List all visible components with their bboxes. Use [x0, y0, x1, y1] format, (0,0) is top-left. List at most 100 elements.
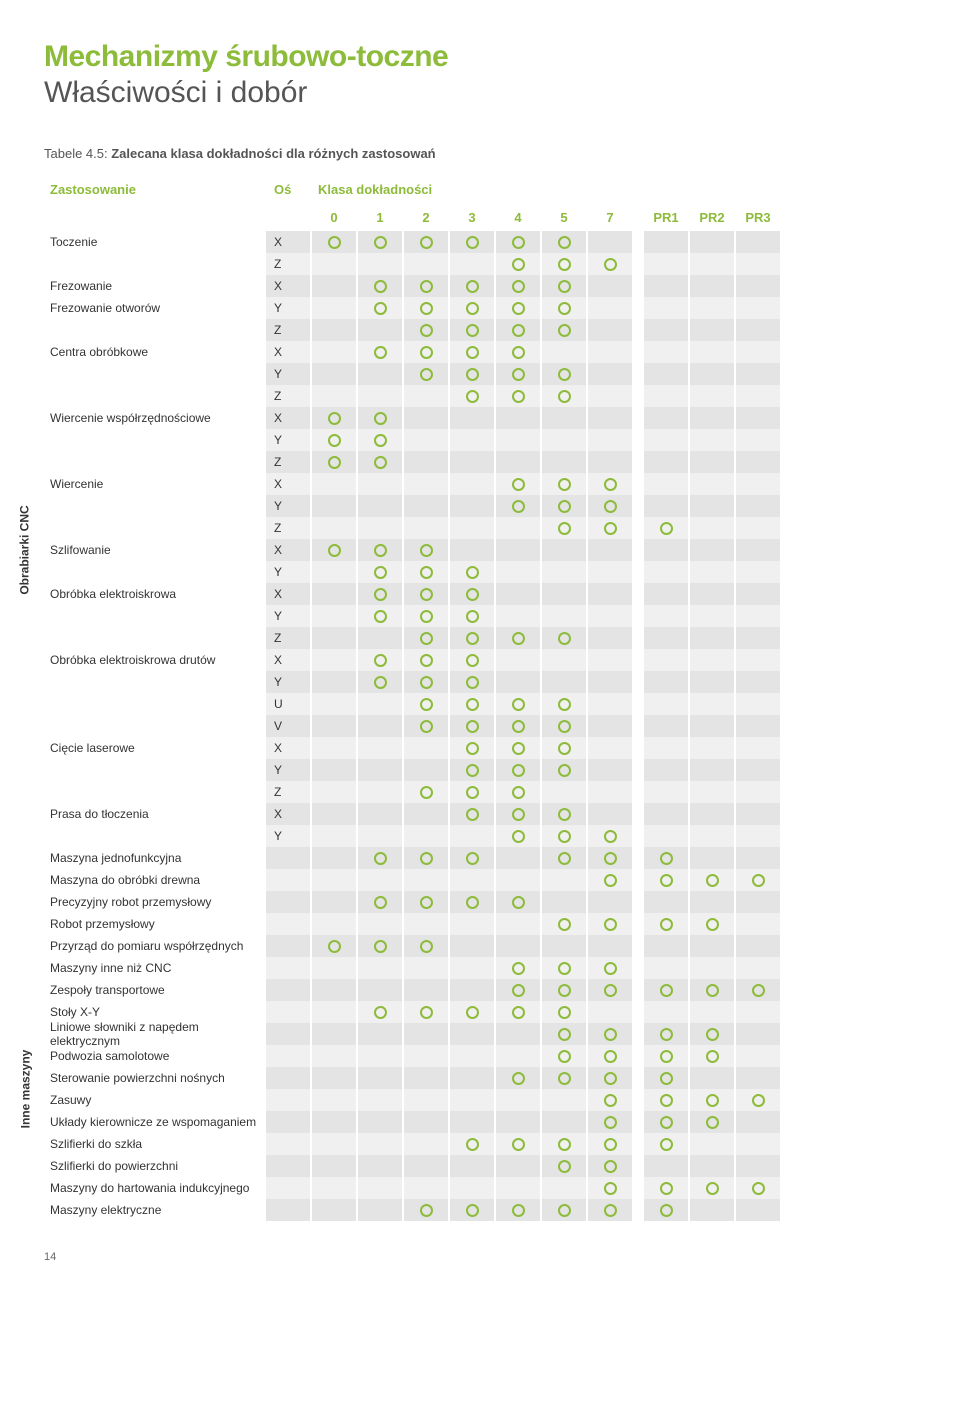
data-cell: [542, 407, 588, 429]
data-cell: [358, 869, 404, 891]
data-cell: [542, 297, 588, 319]
mark-icon: [512, 258, 525, 271]
mark-icon: [420, 610, 433, 623]
data-cell: [644, 429, 690, 451]
mark-icon: [512, 830, 525, 843]
data-cell: [644, 803, 690, 825]
data-cell: [736, 781, 782, 803]
mark-icon: [328, 940, 341, 953]
data-cell: [404, 759, 450, 781]
row-label: Centra obróbkowe: [44, 341, 266, 363]
data-cell: [496, 363, 542, 385]
row-axis: Z: [266, 627, 312, 649]
data-cell: [358, 979, 404, 1001]
mark-icon: [374, 610, 387, 623]
data-cell: [358, 583, 404, 605]
data-cell: [736, 385, 782, 407]
data-cell: [496, 825, 542, 847]
data-cell: [358, 935, 404, 957]
data-cell: [542, 473, 588, 495]
data-cell: [358, 473, 404, 495]
data-cell: [496, 275, 542, 297]
row-axis: Y: [266, 561, 312, 583]
data-cell: [312, 627, 358, 649]
data-cell: [542, 781, 588, 803]
data-cell: [496, 341, 542, 363]
data-cell: [542, 231, 588, 253]
data-cell: [496, 1023, 542, 1045]
row-label: [44, 319, 266, 341]
row-label: [44, 693, 266, 715]
data-cell: [450, 627, 496, 649]
data-cell: [690, 1023, 736, 1045]
data-cell: [644, 1177, 690, 1199]
mark-icon: [558, 764, 571, 777]
data-cell: [312, 825, 358, 847]
data-cell: [736, 671, 782, 693]
mark-icon: [752, 1182, 765, 1195]
data-cell: [736, 319, 782, 341]
data-cell: [404, 275, 450, 297]
data-cell: [450, 1001, 496, 1023]
row-label: [44, 759, 266, 781]
data-cell: [644, 1133, 690, 1155]
data-cell: [736, 693, 782, 715]
data-cell: [496, 869, 542, 891]
mark-icon: [604, 478, 617, 491]
data-cell: [588, 429, 634, 451]
mark-icon: [420, 302, 433, 315]
mark-icon: [660, 1050, 673, 1063]
data-cell: [450, 319, 496, 341]
data-cell: [404, 627, 450, 649]
data-cell: [450, 781, 496, 803]
data-cell: [644, 935, 690, 957]
data-cell: [736, 297, 782, 319]
mark-icon: [604, 852, 617, 865]
data-cell: [312, 1133, 358, 1155]
data-cell: [404, 451, 450, 473]
data-cell: [404, 605, 450, 627]
data-cell: [690, 957, 736, 979]
row-axis: U: [266, 693, 312, 715]
data-cell: [404, 671, 450, 693]
data-cell: [588, 935, 634, 957]
data-cell: [404, 385, 450, 407]
data-cell: [404, 781, 450, 803]
data-cell: [496, 319, 542, 341]
data-cell: [542, 1023, 588, 1045]
row-axis: X: [266, 473, 312, 495]
data-cell: [542, 715, 588, 737]
mark-icon: [374, 654, 387, 667]
data-cell: [496, 253, 542, 275]
data-cell: [690, 935, 736, 957]
data-cell: [588, 847, 634, 869]
data-cell: [736, 891, 782, 913]
data-cell: [644, 517, 690, 539]
data-cell: [358, 1155, 404, 1177]
row-label: Robot przemysłowy: [44, 913, 266, 935]
data-cell: [588, 1001, 634, 1023]
mark-icon: [604, 984, 617, 997]
mark-icon: [604, 1160, 617, 1173]
mark-icon: [420, 676, 433, 689]
data-cell: [496, 891, 542, 913]
data-cell: [496, 473, 542, 495]
data-cell: [358, 1089, 404, 1111]
data-cell: [404, 847, 450, 869]
data-cell: [358, 451, 404, 473]
table-caption: Tabele 4.5: Zalecana klasa dokładności d…: [44, 146, 916, 161]
data-cell: [358, 319, 404, 341]
mark-icon: [420, 236, 433, 249]
data-cell: [736, 253, 782, 275]
data-cell: [450, 275, 496, 297]
data-cell: [312, 979, 358, 1001]
data-cell: [588, 583, 634, 605]
data-cell: [736, 1177, 782, 1199]
mark-icon: [558, 522, 571, 535]
data-cell: [736, 1001, 782, 1023]
mark-icon: [558, 830, 571, 843]
mark-icon: [420, 654, 433, 667]
row-label: Maszyny do hartowania indukcyjnego: [44, 1177, 266, 1199]
data-cell: [496, 451, 542, 473]
data-cell: [312, 737, 358, 759]
